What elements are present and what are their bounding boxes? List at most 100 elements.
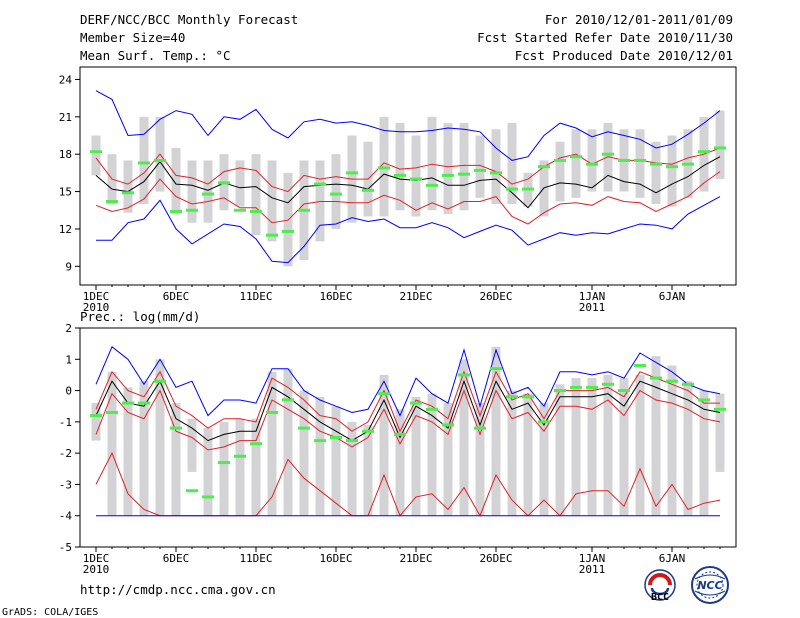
prec-control-marker	[634, 364, 646, 368]
prec-box	[667, 365, 677, 516]
source-url[interactable]: http://cmdp.ncc.cma.gov.cn	[80, 582, 276, 597]
temp-control-marker	[538, 165, 550, 169]
prec-box	[555, 384, 565, 516]
temp-control-marker	[666, 165, 678, 169]
forecast-period: For 2010/12/01-2011/01/09	[545, 12, 733, 27]
temp-control-marker	[346, 171, 358, 175]
prec-control-marker	[154, 379, 166, 383]
temp-control-marker	[426, 183, 438, 187]
temp-ytick-label: 9	[65, 260, 72, 273]
prec-xtick-year: 2011	[579, 563, 606, 576]
prec-box	[459, 359, 469, 516]
temp-control-marker	[218, 181, 230, 185]
ncc-logo-text: NCC	[697, 579, 722, 592]
temp-control-marker	[138, 161, 150, 165]
prec-control-marker	[474, 426, 486, 430]
prec-ytick-label: -5	[59, 541, 72, 554]
temp-control-marker	[682, 162, 694, 166]
prec-box	[219, 421, 229, 516]
temp-control-marker	[202, 192, 214, 196]
prec-max-line	[95, 346, 721, 417]
temp-control-marker	[234, 208, 246, 212]
temp-p25-line	[95, 171, 721, 225]
prec-mean-line	[95, 379, 721, 442]
prec-frame	[79, 327, 737, 548]
prec-box	[619, 378, 629, 516]
prec-control-marker	[202, 495, 214, 499]
prec-box	[91, 403, 101, 441]
prec-ytick-label: -3	[59, 478, 72, 491]
temp-box	[427, 116, 437, 211]
temp-box	[651, 141, 661, 205]
temp-control-marker	[474, 168, 486, 172]
prec-box	[235, 418, 245, 516]
temp-control-marker	[378, 166, 390, 170]
prec-box	[715, 393, 725, 472]
prec-box	[203, 428, 213, 516]
temp-box	[715, 110, 725, 180]
temp-control-marker	[186, 208, 198, 212]
prec-xtick-label: 6DEC	[163, 552, 190, 565]
temp-control-marker	[602, 152, 614, 156]
temp-xtick-label: 11DEC	[239, 290, 272, 303]
temp-ytick-label: 15	[59, 186, 72, 199]
temp-box	[443, 123, 453, 214]
prec-control-marker	[458, 373, 470, 377]
temp-box	[571, 129, 581, 198]
prec-box	[331, 406, 341, 516]
temp-mean-line	[95, 156, 721, 209]
prec-box	[123, 387, 133, 516]
temp-box	[251, 154, 261, 236]
prec-box	[315, 396, 325, 516]
prec-box	[491, 346, 501, 516]
temp-control-marker	[698, 150, 710, 154]
prec-box	[683, 381, 693, 516]
temp-control-marker	[554, 158, 566, 162]
prec-control-marker	[490, 367, 502, 371]
prec-control-marker	[586, 385, 598, 389]
prec-box	[171, 403, 181, 516]
prec-ytick-label: -4	[59, 510, 73, 523]
prec-box	[571, 378, 581, 516]
prec-xtick-label: 16DEC	[319, 552, 352, 565]
temp-min-line	[96, 196, 721, 264]
temp-box	[507, 123, 517, 205]
prec-control-marker	[266, 410, 278, 414]
prec-xtick-label: 26DEC	[479, 552, 512, 565]
prec-ytick-label: 1	[65, 353, 72, 366]
temp-box	[411, 135, 421, 217]
temp-control-marker	[106, 200, 118, 204]
prec-control-marker	[298, 426, 310, 430]
temp-xtick-label: 6JAN	[659, 290, 686, 303]
temp-ytick-label: 21	[59, 111, 72, 124]
temp-control-marker	[330, 192, 342, 196]
temp-box	[395, 123, 405, 211]
prec-xtick-label: 1JAN	[579, 552, 606, 565]
prec-control-marker	[650, 376, 662, 380]
prec-control-marker	[506, 395, 518, 399]
temp-p75-line	[95, 147, 721, 193]
prec-control-marker	[282, 398, 294, 402]
temp-box	[331, 154, 341, 229]
temp-box	[667, 135, 677, 207]
temp-control-marker	[90, 150, 102, 154]
bcc-logo-text: BCC	[651, 592, 669, 603]
prec-box	[251, 418, 261, 516]
temp-control-marker	[586, 162, 598, 166]
temp-max-line	[95, 90, 721, 161]
prec-control-marker	[250, 442, 262, 446]
prec-box	[651, 356, 661, 516]
temp-control-marker	[618, 158, 630, 162]
temp-control-marker	[458, 172, 470, 176]
prec-control-marker	[394, 432, 406, 436]
prec-box	[507, 390, 517, 516]
temp-box	[491, 129, 501, 205]
prec-ytick-label: 2	[65, 322, 72, 335]
prec-control-marker	[554, 389, 566, 393]
prec-control-marker	[106, 410, 118, 414]
temp-xtick-label: 6DEC	[163, 290, 190, 303]
prec-control-marker	[234, 454, 246, 458]
prec-control-marker	[362, 429, 374, 433]
